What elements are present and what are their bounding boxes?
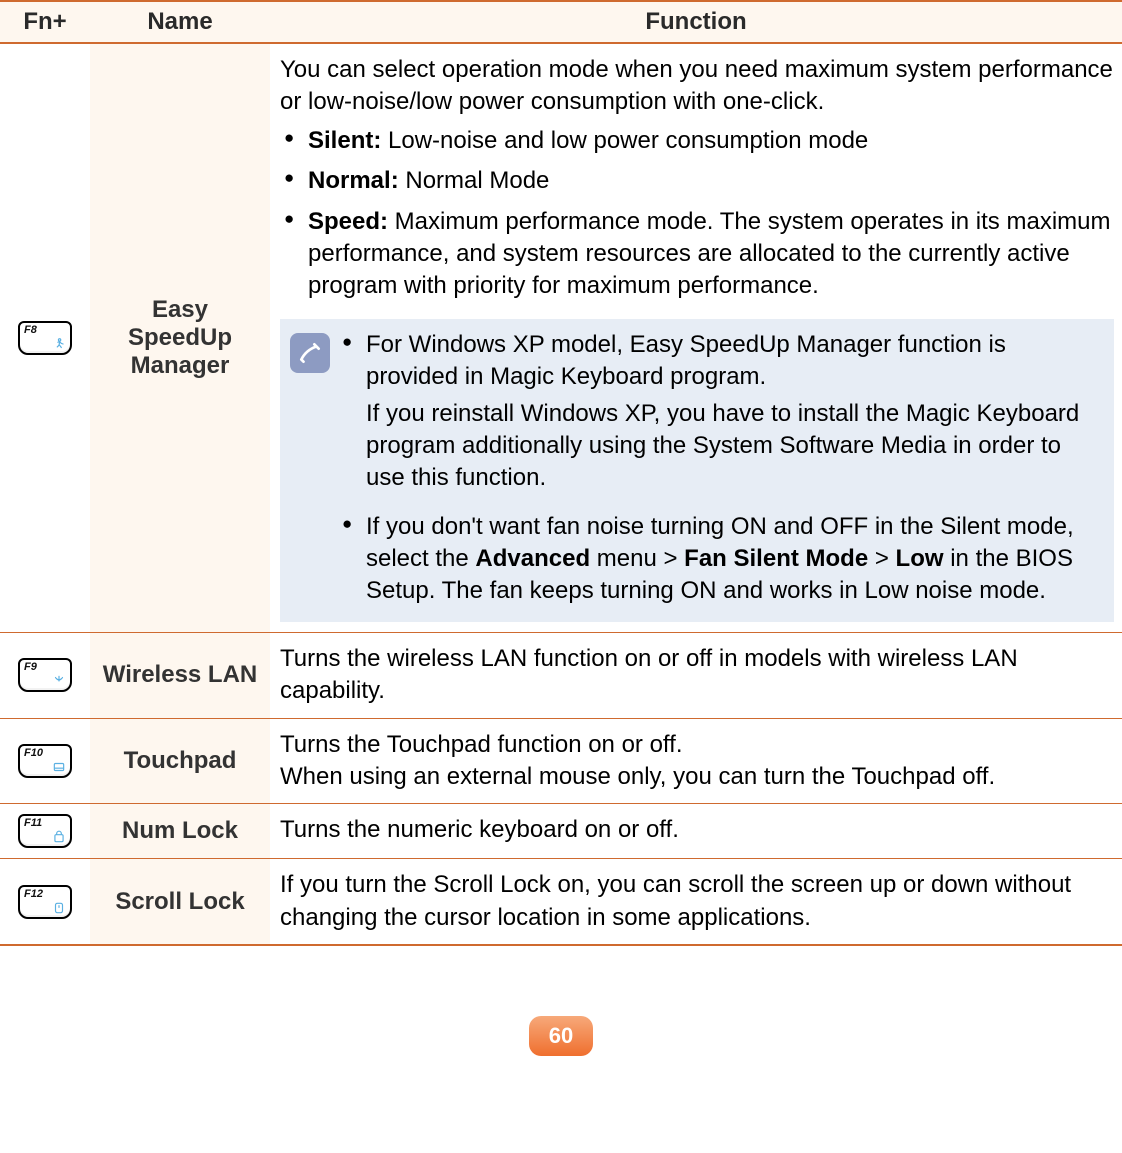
scroll-icon (52, 901, 66, 915)
pencil-icon (290, 333, 330, 373)
note-text: menu > (590, 545, 684, 572)
key-label: F11 (24, 817, 42, 829)
table-row: F8 Easy SpeedUp Manager You can select o… (0, 44, 1122, 633)
numlock-icon (52, 830, 66, 844)
table-row: F10 Touchpad Turns the Touchpad function… (0, 719, 1122, 805)
key-label: F9 (24, 661, 37, 673)
key-f10-icon: F10 (18, 744, 72, 778)
func-line: When using an external mouse only, you c… (280, 761, 1114, 793)
function-cell: Turns the wireless LAN function on or of… (270, 633, 1122, 718)
note-box: For Windows XP model, Easy SpeedUp Manag… (280, 319, 1114, 622)
name-cell: Wireless LAN (90, 633, 270, 718)
key-label: F12 (24, 888, 43, 900)
key-f9-icon: F9 (18, 658, 72, 692)
list-item: Speed: Maximum performance mode. The sys… (280, 206, 1114, 303)
name-line: SpeedUp (128, 324, 232, 352)
table-row: F12 Scroll Lock If you turn the Scroll L… (0, 859, 1122, 946)
func-line: Turns the Touchpad function on or off. (280, 729, 1114, 761)
function-cell: Turns the numeric keyboard on or off. (270, 804, 1122, 858)
name-line: Easy (128, 296, 232, 324)
runner-icon (52, 337, 66, 351)
mode-label: Speed: (308, 208, 388, 235)
name-cell: Touchpad (90, 719, 270, 804)
key-f12-icon: F12 (18, 885, 72, 919)
note-paragraph: If you reinstall Windows XP, you have to… (366, 398, 1104, 495)
antenna-icon (52, 674, 66, 688)
function-cell: If you turn the Scroll Lock on, you can … (270, 859, 1122, 944)
fn-key-cell: F9 (0, 633, 90, 718)
mode-label: Normal: (308, 167, 399, 194)
list-item: Normal: Normal Mode (280, 165, 1114, 197)
mode-desc: Low-noise and low power consumption mode (381, 127, 868, 154)
list-item: For Windows XP model, Easy SpeedUp Manag… (342, 329, 1104, 495)
key-label: F8 (24, 324, 37, 336)
name-cell: Scroll Lock (90, 859, 270, 944)
fn-key-cell: F10 (0, 719, 90, 804)
name-cell: Num Lock (90, 804, 270, 858)
table-row: F9 Wireless LAN Turns the wireless LAN f… (0, 633, 1122, 719)
note-list: For Windows XP model, Easy SpeedUp Manag… (342, 329, 1104, 608)
function-cell: You can select operation mode when you n… (270, 44, 1122, 632)
header-fn: Fn+ (0, 2, 90, 42)
fn-key-cell: F12 (0, 859, 90, 944)
list-item: Silent: Low-noise and low power consumpt… (280, 125, 1114, 157)
table-row: F11 Num Lock Turns the numeric keyboard … (0, 804, 1122, 859)
list-item: If you don't want fan noise turning ON a… (342, 511, 1104, 608)
page-number-badge: 60 (529, 1016, 593, 1056)
note-paragraph: For Windows XP model, Easy SpeedUp Manag… (366, 329, 1104, 394)
fn-key-table: Fn+ Name Function F8 Easy SpeedUp Manage… (0, 0, 1122, 946)
key-f8-icon: F8 (18, 321, 72, 355)
fn-key-cell: F11 (0, 804, 90, 858)
mode-label: Silent: (308, 127, 381, 154)
table-header: Fn+ Name Function (0, 0, 1122, 44)
note-bold: Advanced (475, 545, 590, 572)
mode-list: Silent: Low-noise and low power consumpt… (280, 125, 1114, 303)
mode-desc: Maximum performance mode. The system ope… (308, 208, 1110, 300)
key-f11-icon: F11 (18, 814, 72, 848)
note-bold: Fan Silent Mode (684, 545, 868, 572)
page-number: 60 (549, 1023, 573, 1049)
header-function: Function (270, 2, 1122, 42)
intro-text: You can select operation mode when you n… (280, 54, 1114, 119)
note-bold: Low (896, 545, 944, 572)
header-name: Name (90, 2, 270, 42)
key-label: F10 (24, 747, 43, 759)
mode-desc: Normal Mode (399, 167, 550, 194)
name-line: Manager (128, 352, 232, 380)
touchpad-icon (52, 760, 66, 774)
function-cell: Turns the Touchpad function on or off. W… (270, 719, 1122, 804)
fn-key-cell: F8 (0, 44, 90, 632)
note-text: > (868, 545, 895, 572)
name-cell: Easy SpeedUp Manager (90, 44, 270, 632)
